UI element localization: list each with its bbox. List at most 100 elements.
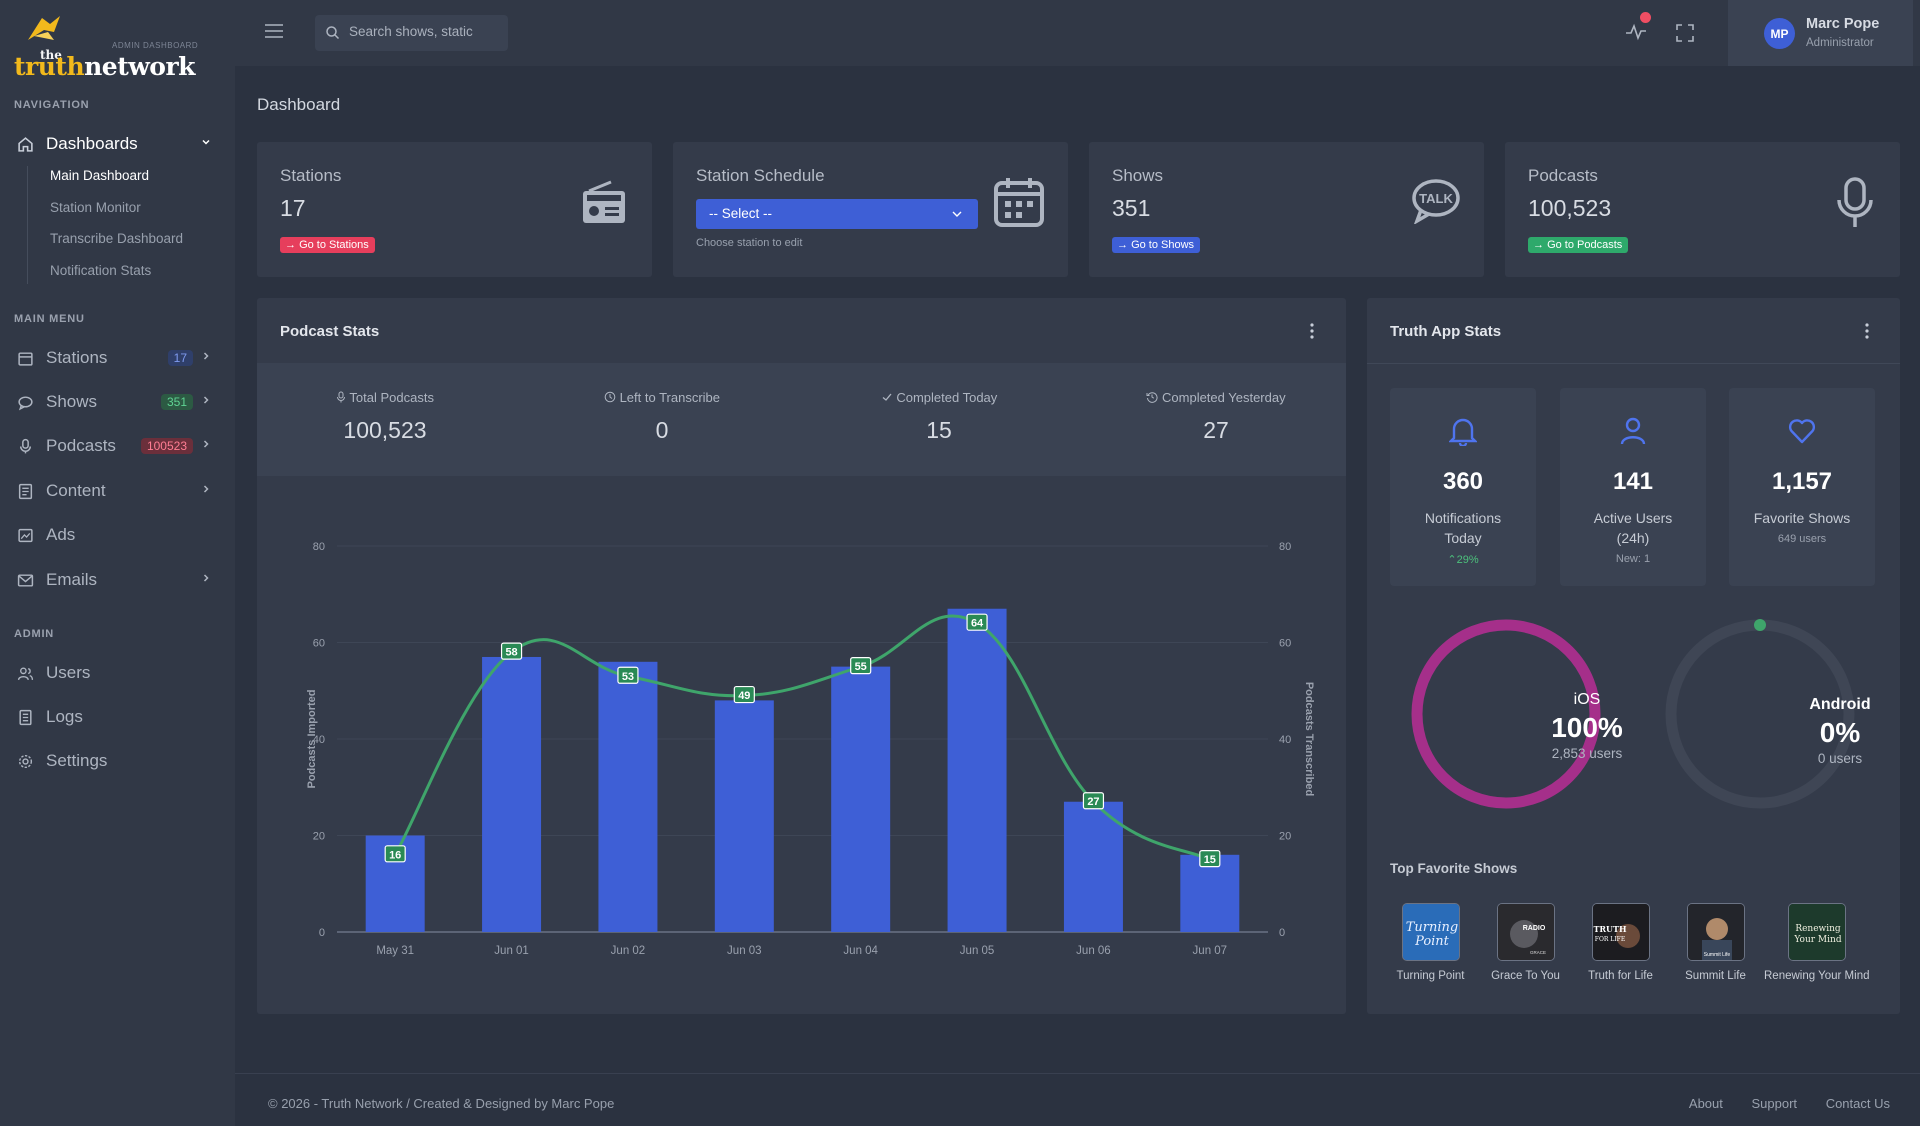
bell-icon [1449, 418, 1477, 446]
favorite-show-item[interactable]: Summit Life Summit Life [1663, 903, 1768, 982]
podcasts-card-title: Podcasts [1528, 166, 1598, 185]
completed-yesterday-stat: Completed Yesterday 27 [1116, 390, 1316, 444]
favorite-show-item[interactable]: RADIO GRACE Grace To You [1473, 903, 1578, 982]
data-label-box [617, 666, 639, 684]
card-divider [1367, 363, 1900, 364]
chevron-down-icon [202, 139, 210, 145]
total-podcasts-stat: Total Podcasts 100,523 [285, 390, 485, 444]
go-to-podcasts-button[interactable]: → Go to Podcasts [1528, 237, 1629, 253]
sidebar-subitem-station-monitor[interactable]: Station Monitor [50, 200, 141, 215]
sidebar-item-shows[interactable]: Shows 351 [0, 387, 235, 417]
menu-toggle-icon[interactable] [265, 24, 283, 38]
main-menu-section-label: MAIN MENU [14, 313, 85, 325]
favorite-shows-value: 1,157 [1771, 468, 1833, 495]
go-to-stations-button[interactable]: → Go to Stations [280, 237, 375, 253]
footer: © 2026 - Truth Network / Created & Desig… [235, 1073, 1920, 1126]
notifications-label: Notifications Today [1424, 510, 1502, 546]
completed-today-stat: Completed Today 15 [839, 390, 1039, 444]
microphone-icon [1837, 177, 1873, 227]
footer-link-support[interactable]: Support [1751, 1096, 1798, 1111]
bar [1063, 801, 1123, 932]
more-options-icon[interactable] [1310, 322, 1314, 340]
stations-card-title: Stations [280, 166, 342, 185]
footer-link-about[interactable]: About [1688, 1096, 1723, 1111]
sidebar-item-settings[interactable]: Settings [0, 746, 235, 776]
podcast-summary-band [257, 363, 1346, 476]
search-input[interactable] [349, 24, 499, 39]
go-to-shows-button[interactable]: → Go to Shows [1112, 237, 1201, 253]
show-name: Grace To You [1491, 970, 1560, 982]
android-ring-label: Android 0% 0 users [1809, 696, 1871, 766]
footer-link-contact[interactable]: Contact Us [1825, 1096, 1890, 1111]
user-menu[interactable]: MP Marc Pope Administrator [1728, 0, 1913, 66]
station-select-help: Choose station to edit [696, 237, 803, 249]
more-options-icon[interactable] [1865, 322, 1869, 340]
favorite-show-item[interactable]: TRUTH FOR LIFE Truth for Life [1568, 903, 1673, 982]
y-tick-label: 40 [313, 734, 325, 746]
sidebar-item-label: Emails [46, 570, 98, 589]
total-podcasts-value: 100,523 [343, 417, 427, 443]
svg-text:FOR LIFE: FOR LIFE [1594, 936, 1624, 943]
shows-count-badge: 351 [160, 394, 193, 410]
sidebar-subitem-notification-stats[interactable]: Notification Stats [50, 263, 152, 278]
file-text-icon [19, 709, 32, 726]
favorite-shows-users: 649 users [1777, 533, 1827, 545]
sidebar-subitem-main-dashboard[interactable]: Main Dashboard [50, 168, 150, 183]
sidebar-subitem-transcribe-dashboard[interactable]: Transcribe Dashboard [50, 231, 184, 246]
bar [598, 661, 658, 932]
data-label-box [384, 845, 406, 863]
sidebar-item-dashboards[interactable]: Dashboards [0, 129, 235, 159]
submenu-guide-line [27, 166, 28, 284]
stations-count-badge: 17 [167, 350, 193, 366]
svg-text:GRACE: GRACE [1529, 950, 1545, 955]
x-tick-label: Jun 04 [843, 945, 878, 957]
avatar: MP [1764, 18, 1795, 49]
data-label: 16 [389, 849, 401, 861]
y-axis-label: Podcasts Imported [306, 689, 318, 788]
station-select[interactable]: -- Select -- [696, 199, 978, 229]
fullscreen-icon[interactable] [1676, 24, 1694, 42]
data-label-box [1199, 850, 1221, 868]
footer-copyright: © 2026 - Truth Network / Created & Desig… [268, 1096, 615, 1111]
sidebar-item-stations[interactable]: Stations 17 [0, 343, 235, 373]
sidebar-item-content[interactable]: Content [0, 476, 235, 506]
bar [947, 608, 1007, 932]
sidebar-item-users[interactable]: Users [0, 658, 235, 688]
favorite-shows-tile: 1,157 Favorite Shows 649 users [1729, 388, 1875, 586]
x-tick-label: Jun 05 [960, 945, 995, 957]
favorite-show-item[interactable]: Turning Point Turning Point [1378, 903, 1483, 982]
search-icon [326, 26, 340, 40]
sidebar-item-label: Ads [46, 525, 76, 544]
ios-ring-label: iOS 100% 2,853 users [1551, 691, 1623, 761]
svg-text:Point: Point [1414, 934, 1450, 949]
sidebar-item-logs[interactable]: Logs [0, 702, 235, 732]
activity-icon[interactable] [1625, 22, 1647, 42]
chevron-down-icon [952, 211, 962, 217]
y2-axis-label: Podcasts Transcribed [1303, 682, 1315, 796]
sidebar-item-label: Shows [46, 392, 98, 411]
sidebar-item-emails[interactable]: Emails [0, 565, 235, 595]
document-icon [18, 483, 33, 500]
bar [714, 700, 774, 932]
show-name: Truth for Life [1588, 970, 1653, 982]
shows-card-value: 351 [1112, 195, 1151, 221]
android-ring-marker [1754, 619, 1766, 631]
chevron-right-icon [203, 574, 209, 582]
brand-logo[interactable]: ADMIN DASHBOARD the truthnetwork [12, 10, 212, 81]
show-name: Turning Point [1396, 970, 1465, 982]
search-box[interactable] [315, 15, 508, 51]
sidebar-item-label: Dashboards [46, 134, 138, 153]
data-label-box [1082, 792, 1105, 810]
sidebar-item-label: Logs [46, 707, 83, 726]
active-users-value: 141 [1612, 468, 1654, 495]
x-tick-label: Jun 07 [1193, 945, 1228, 957]
favorite-show-item[interactable]: Renewing Your Mind Renewing Your Mind [1764, 903, 1870, 982]
sidebar-item-ads[interactable]: Ads [0, 520, 235, 550]
show-artwork-turning-point: Turning Point [1401, 903, 1460, 961]
stations-card: Stations 17 → Go to Stations [257, 142, 652, 277]
left-to-transcribe-value: 0 [655, 417, 669, 443]
chevron-right-icon [203, 352, 209, 360]
podcasts-count-badge: 100523 [140, 438, 193, 454]
sidebar-item-podcasts[interactable]: Podcasts 100523 [0, 431, 235, 461]
notifications-value: 360 [1442, 468, 1484, 495]
